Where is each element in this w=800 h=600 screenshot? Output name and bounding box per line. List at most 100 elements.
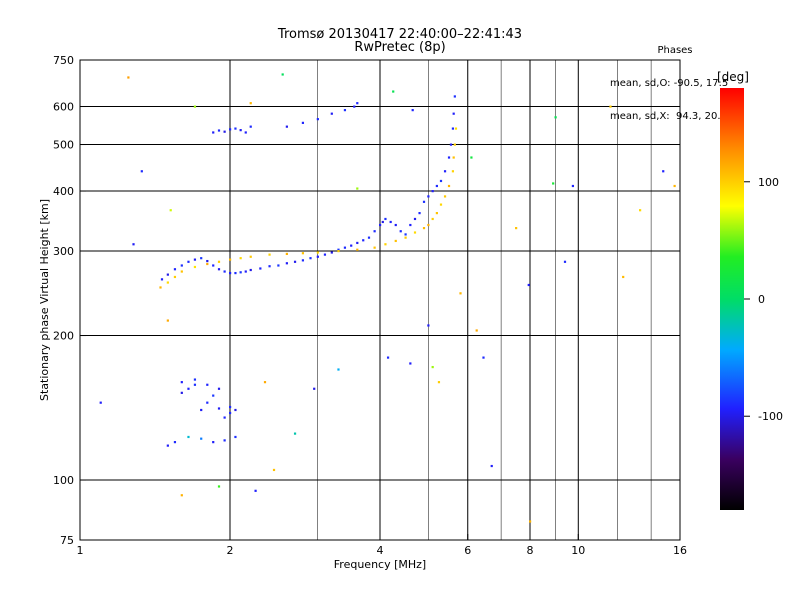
data-point [422,200,426,203]
data-point [263,381,267,384]
data-point [563,260,567,263]
x-tick-label: 1 [77,544,84,557]
data-point [356,241,359,245]
data-point [285,262,288,265]
data-point [173,268,177,271]
data-point [337,250,340,253]
data-point [316,118,319,121]
colorbar-ticks: 100 0 -100 [744,176,783,423]
data-point [470,156,473,159]
data-point [187,387,190,390]
data-point [206,401,209,404]
data-point [552,182,555,185]
data-point [386,356,390,359]
x-tick-label: 16 [673,544,687,557]
colorbar [720,88,744,510]
y-axis-label: Stationary phase Virtual Height [km] [38,199,51,401]
data-point [193,265,197,269]
phase-stats: Phases mean, sd,O: -90.5, 17.5 mean, sd,… [610,23,740,133]
data-point [293,260,297,263]
data-point [234,271,237,275]
data-point [249,102,252,105]
data-point [217,387,221,390]
data-point [180,494,183,497]
chart-title: Tromsø 20130417 22:40:00–22:41:43 [277,27,523,42]
data-point [439,203,443,206]
data-point [301,259,305,262]
data-point [206,383,209,386]
data-point [193,378,197,381]
chart-subtitle: RwPretec (8p) [354,40,446,55]
grid-lines [80,60,680,540]
data-point [212,394,215,397]
data-point [435,184,438,188]
data-point [394,223,397,227]
data-point [212,131,215,134]
data-point [223,439,226,442]
data-point [323,253,327,256]
data-point [217,485,221,488]
data-point [169,209,172,212]
data-point [392,90,395,93]
data-point [127,76,130,79]
data-point [452,112,455,115]
y-tick-label: 300 [53,245,74,258]
data-point [330,112,333,115]
data-point [217,260,221,263]
data-point [384,243,387,246]
data-point [367,236,371,239]
x-tick-label: 4 [377,544,384,557]
data-point [173,275,177,279]
data-point [239,271,242,274]
data-point [229,271,232,275]
data-point [309,257,312,260]
data-point [180,391,183,394]
data-point [244,131,247,134]
data-point [268,253,271,256]
data-point [166,444,169,447]
data-point [431,365,434,369]
data-point [330,251,333,254]
data-point [206,259,209,263]
data-point [356,102,359,105]
data-point [379,223,382,227]
data-point [234,408,237,412]
data-point [229,128,232,131]
y-tick-label: 400 [53,185,74,198]
data-point [200,257,203,260]
data-point [451,127,455,130]
data-point [180,381,183,384]
data-point [459,292,462,295]
data-point [285,125,288,128]
data-point [350,244,353,247]
data-point [301,121,305,124]
y-tick-label: 200 [53,330,74,343]
data-point [422,227,426,230]
data-point [452,156,455,159]
data-point [234,127,237,130]
data-point [99,401,102,404]
data-point [337,368,340,371]
x-tick-label: 10 [571,544,585,557]
data-point [427,195,430,198]
data-point [301,252,305,255]
data-point [217,129,221,132]
data-point [223,416,226,419]
data-point [404,236,407,239]
data-point [217,268,221,271]
data-point [229,411,232,415]
data-point [435,212,438,215]
data-point [409,362,412,365]
phase-stats-x: mean, sd,X: 94.3, 20.5 [610,111,727,122]
data-point [389,220,392,224]
phase-stats-o: mean, sd,O: -90.5, 17.5 [610,78,729,89]
y-tick-label: 750 [53,54,74,67]
data-point [223,270,226,273]
data-point [353,105,356,108]
data-point [439,179,443,183]
data-point [451,170,455,173]
data-point [206,262,209,266]
data-point [454,127,458,130]
y-tick-label: 75 [60,534,74,547]
data-point [281,73,284,76]
